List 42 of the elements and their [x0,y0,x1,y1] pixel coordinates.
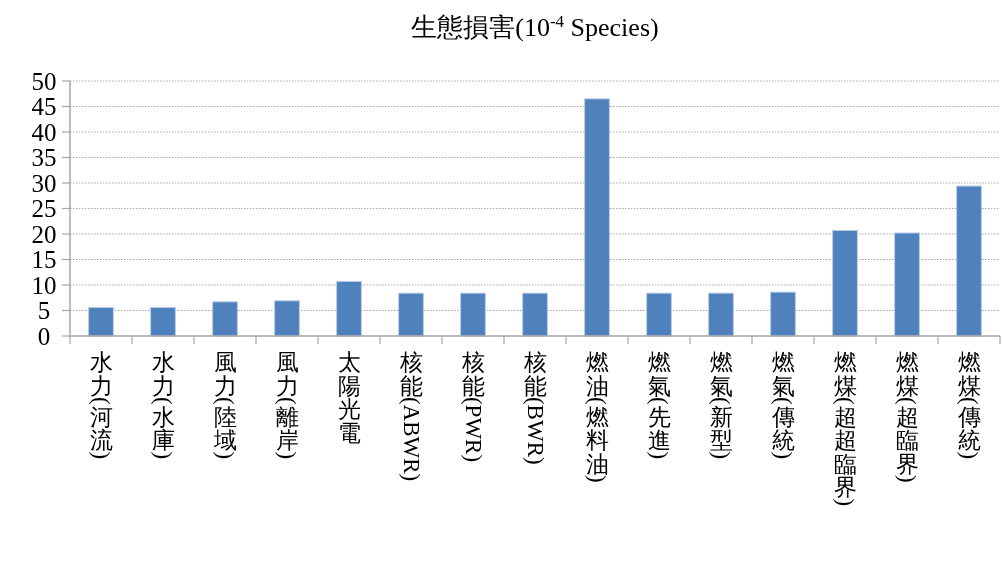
x-tick-label: 太陽光電 [337,350,361,446]
y-tick-label: 0 [37,322,51,350]
y-tick-label: 25 [31,195,57,222]
bar [274,300,300,337]
bar [584,98,610,337]
x-tick-label: 燃油(燃料油) [585,350,611,483]
bar [894,232,920,337]
x-tick-label: 燃氣(新型) [709,350,735,460]
y-tick-label: 40 [31,118,57,146]
bar [770,291,796,337]
x-tick-label: 燃煤(超臨界) [895,350,921,483]
x-tick-label: 水力(河流) [89,350,115,460]
bar [832,229,858,337]
x-tick-label: 燃煤(傳統) [956,350,983,460]
y-tick-label: 5 [37,297,51,324]
y-tick-label: 45 [31,93,57,120]
x-tick-label: 核能(ABWR) [398,350,425,482]
x-tick-label: 核能(BWR) [522,350,549,465]
y-tick-label: 15 [31,246,57,273]
chart-title: 生態損害(10$^{-4}$ Species) [411,11,659,42]
y-tick-label: 10 [31,271,57,299]
bar [150,306,176,337]
y-tick-label: 35 [31,144,57,171]
bar [522,292,548,337]
y-tick-label: 50 [31,67,57,95]
x-tick-label: 核能(PWR) [460,350,487,463]
bar [88,306,114,337]
x-tick-label: 燃氣(先進) [647,350,673,460]
bar [212,301,238,337]
bar [956,185,982,337]
x-tick-label: 燃煤(超超臨界) [833,350,859,507]
bar [336,280,362,337]
x-tick-label: 風力(離岸) [275,350,301,460]
x-tick-label: 燃氣(傳統) [770,350,797,460]
x-tick-label: 水力(水庫) [151,350,177,460]
bar [646,292,672,337]
y-tick-label: 20 [31,220,57,248]
bar [398,292,424,337]
y-tick-label: 30 [31,169,57,197]
bar [460,292,486,337]
bar [708,292,734,337]
x-tick-label: 風力(陸域) [212,350,239,460]
